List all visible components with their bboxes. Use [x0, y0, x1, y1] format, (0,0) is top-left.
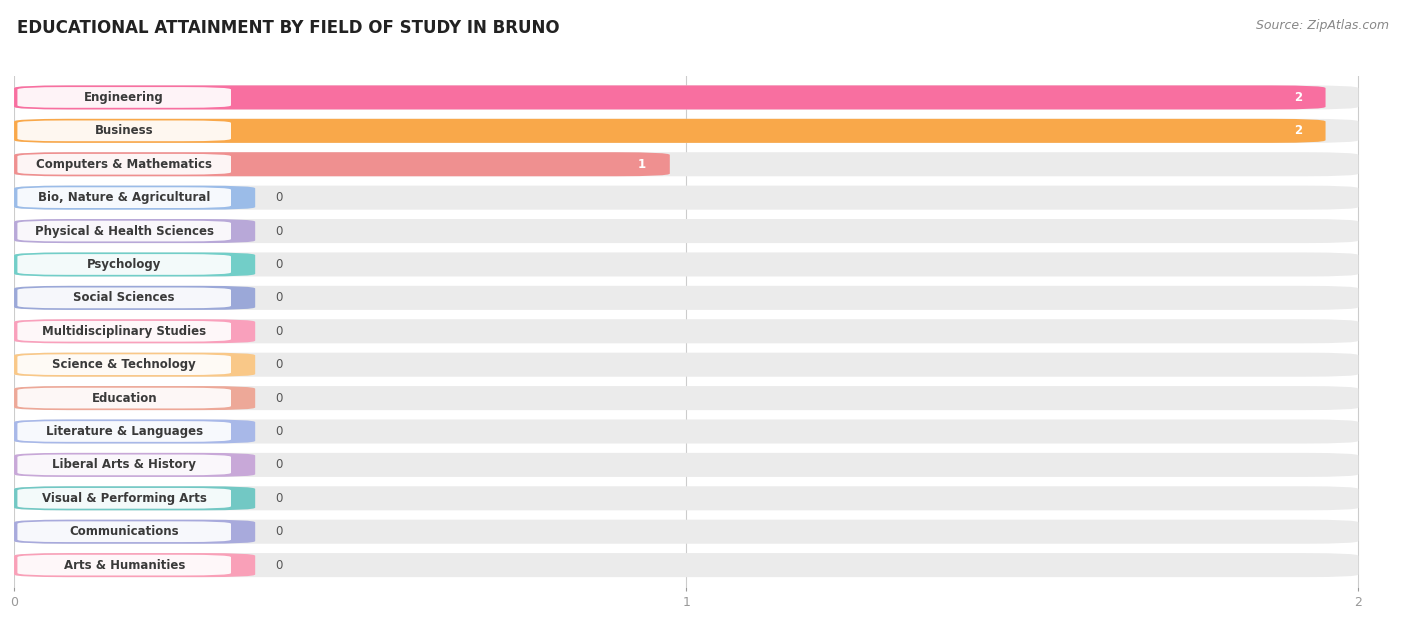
FancyBboxPatch shape	[14, 119, 1326, 143]
Text: Communications: Communications	[69, 525, 179, 538]
Text: Bio, Nature & Agricultural: Bio, Nature & Agricultural	[38, 191, 211, 204]
Text: EDUCATIONAL ATTAINMENT BY FIELD OF STUDY IN BRUNO: EDUCATIONAL ATTAINMENT BY FIELD OF STUDY…	[17, 19, 560, 37]
Text: Source: ZipAtlas.com: Source: ZipAtlas.com	[1256, 19, 1389, 32]
FancyBboxPatch shape	[14, 319, 1358, 343]
FancyBboxPatch shape	[14, 286, 1358, 310]
FancyBboxPatch shape	[14, 186, 256, 209]
FancyBboxPatch shape	[14, 520, 1358, 544]
FancyBboxPatch shape	[17, 454, 231, 475]
Text: 0: 0	[276, 492, 283, 505]
Text: Science & Technology: Science & Technology	[52, 358, 195, 371]
FancyBboxPatch shape	[14, 520, 256, 544]
Text: 0: 0	[276, 392, 283, 404]
FancyBboxPatch shape	[17, 154, 231, 175]
FancyBboxPatch shape	[14, 386, 1358, 410]
FancyBboxPatch shape	[14, 386, 256, 410]
FancyBboxPatch shape	[17, 221, 231, 242]
FancyBboxPatch shape	[14, 553, 256, 577]
FancyBboxPatch shape	[14, 85, 1358, 109]
FancyBboxPatch shape	[17, 488, 231, 509]
Text: 0: 0	[276, 292, 283, 304]
FancyBboxPatch shape	[14, 420, 1358, 444]
FancyBboxPatch shape	[14, 219, 1358, 243]
Text: 2: 2	[1294, 124, 1302, 138]
FancyBboxPatch shape	[14, 353, 256, 377]
Text: Literature & Languages: Literature & Languages	[45, 425, 202, 438]
FancyBboxPatch shape	[14, 487, 1358, 510]
FancyBboxPatch shape	[14, 152, 1358, 176]
FancyBboxPatch shape	[14, 219, 256, 243]
Text: 0: 0	[276, 558, 283, 572]
Text: Psychology: Psychology	[87, 258, 162, 271]
Text: 0: 0	[276, 425, 283, 438]
FancyBboxPatch shape	[17, 321, 231, 341]
FancyBboxPatch shape	[14, 453, 1358, 477]
FancyBboxPatch shape	[14, 453, 256, 477]
Text: 0: 0	[276, 458, 283, 471]
FancyBboxPatch shape	[14, 252, 256, 276]
Text: 0: 0	[276, 258, 283, 271]
Text: Liberal Arts & History: Liberal Arts & History	[52, 458, 197, 471]
FancyBboxPatch shape	[14, 420, 256, 444]
FancyBboxPatch shape	[17, 421, 231, 442]
FancyBboxPatch shape	[14, 487, 256, 510]
Text: 0: 0	[276, 358, 283, 371]
Text: 2: 2	[1294, 91, 1302, 104]
FancyBboxPatch shape	[14, 553, 1358, 577]
Text: Education: Education	[91, 392, 157, 404]
FancyBboxPatch shape	[17, 387, 231, 408]
Text: 0: 0	[276, 191, 283, 204]
Text: 0: 0	[276, 525, 283, 538]
FancyBboxPatch shape	[17, 121, 231, 141]
FancyBboxPatch shape	[17, 288, 231, 308]
Text: Visual & Performing Arts: Visual & Performing Arts	[42, 492, 207, 505]
FancyBboxPatch shape	[17, 87, 231, 108]
FancyBboxPatch shape	[14, 319, 256, 343]
FancyBboxPatch shape	[14, 186, 1358, 209]
Text: Computers & Mathematics: Computers & Mathematics	[37, 158, 212, 171]
FancyBboxPatch shape	[14, 152, 669, 176]
FancyBboxPatch shape	[17, 254, 231, 275]
FancyBboxPatch shape	[14, 85, 1326, 109]
Text: Multidisciplinary Studies: Multidisciplinary Studies	[42, 325, 207, 338]
FancyBboxPatch shape	[17, 555, 231, 575]
Text: Arts & Humanities: Arts & Humanities	[63, 558, 186, 572]
Text: Social Sciences: Social Sciences	[73, 292, 174, 304]
Text: Engineering: Engineering	[84, 91, 165, 104]
Text: 1: 1	[638, 158, 647, 171]
Text: 0: 0	[276, 225, 283, 237]
FancyBboxPatch shape	[14, 119, 1358, 143]
FancyBboxPatch shape	[14, 252, 1358, 276]
Text: Physical & Health Sciences: Physical & Health Sciences	[35, 225, 214, 237]
FancyBboxPatch shape	[17, 521, 231, 542]
Text: Business: Business	[94, 124, 153, 138]
FancyBboxPatch shape	[17, 187, 231, 208]
Text: 0: 0	[276, 325, 283, 338]
FancyBboxPatch shape	[14, 286, 256, 310]
FancyBboxPatch shape	[17, 355, 231, 375]
FancyBboxPatch shape	[14, 353, 1358, 377]
